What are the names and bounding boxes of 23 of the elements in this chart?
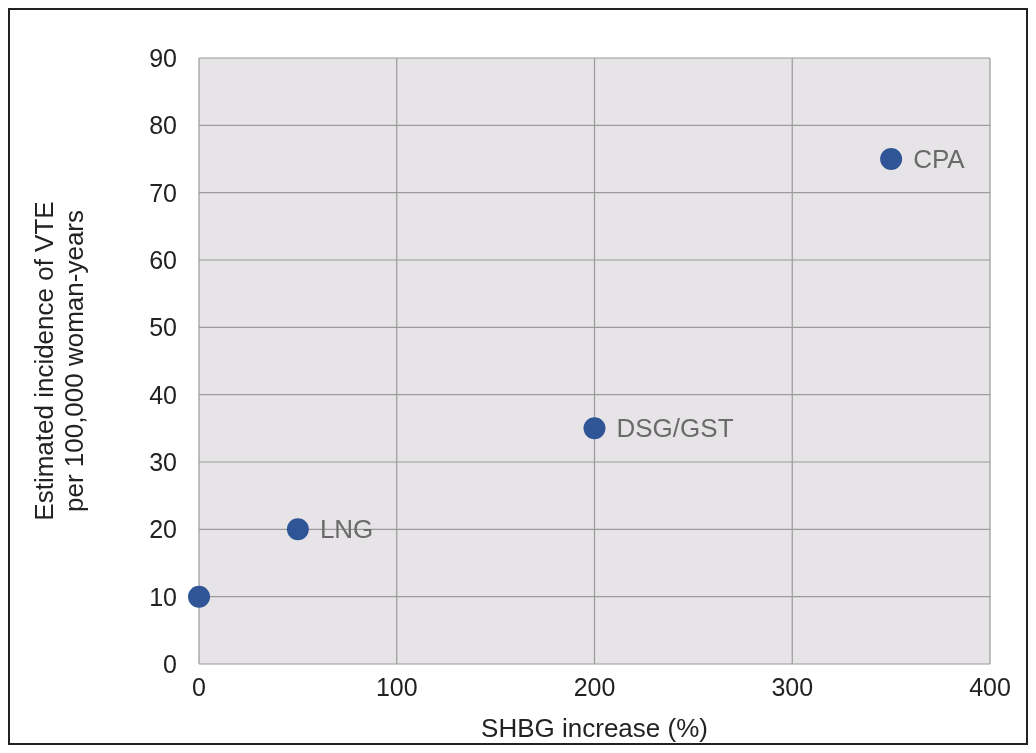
y-axis-title: Estimated incidence of VTE per 100,000 woman-years [29,201,89,521]
point [583,417,606,440]
y-tick-label: 10 [149,582,177,611]
y-tick-label: 30 [149,448,177,476]
x-tick-label: 100 [375,673,418,701]
x-tick-label: 200 [573,673,616,701]
y-tick-label: 0 [163,650,177,678]
y-tick-label: 20 [149,515,177,544]
annotation: CPA [913,144,966,174]
y-tick-label: 90 [149,44,177,72]
x-tick-label: 400 [969,673,1011,701]
x-tick-label: 300 [771,673,814,701]
point [188,585,210,608]
point [880,148,903,170]
x-axis-title: SHBG increase (%) [481,713,708,743]
y-tick-label: 40 [149,380,177,409]
y-tick-label: 70 [149,178,177,207]
point [286,518,309,541]
y-tick-label: 60 [149,246,177,274]
annotation: DSG/GST [616,413,734,444]
x-tick-label: 0 [192,673,206,701]
y-tick-label: 80 [149,111,177,140]
y-tick-label: 50 [149,313,177,342]
